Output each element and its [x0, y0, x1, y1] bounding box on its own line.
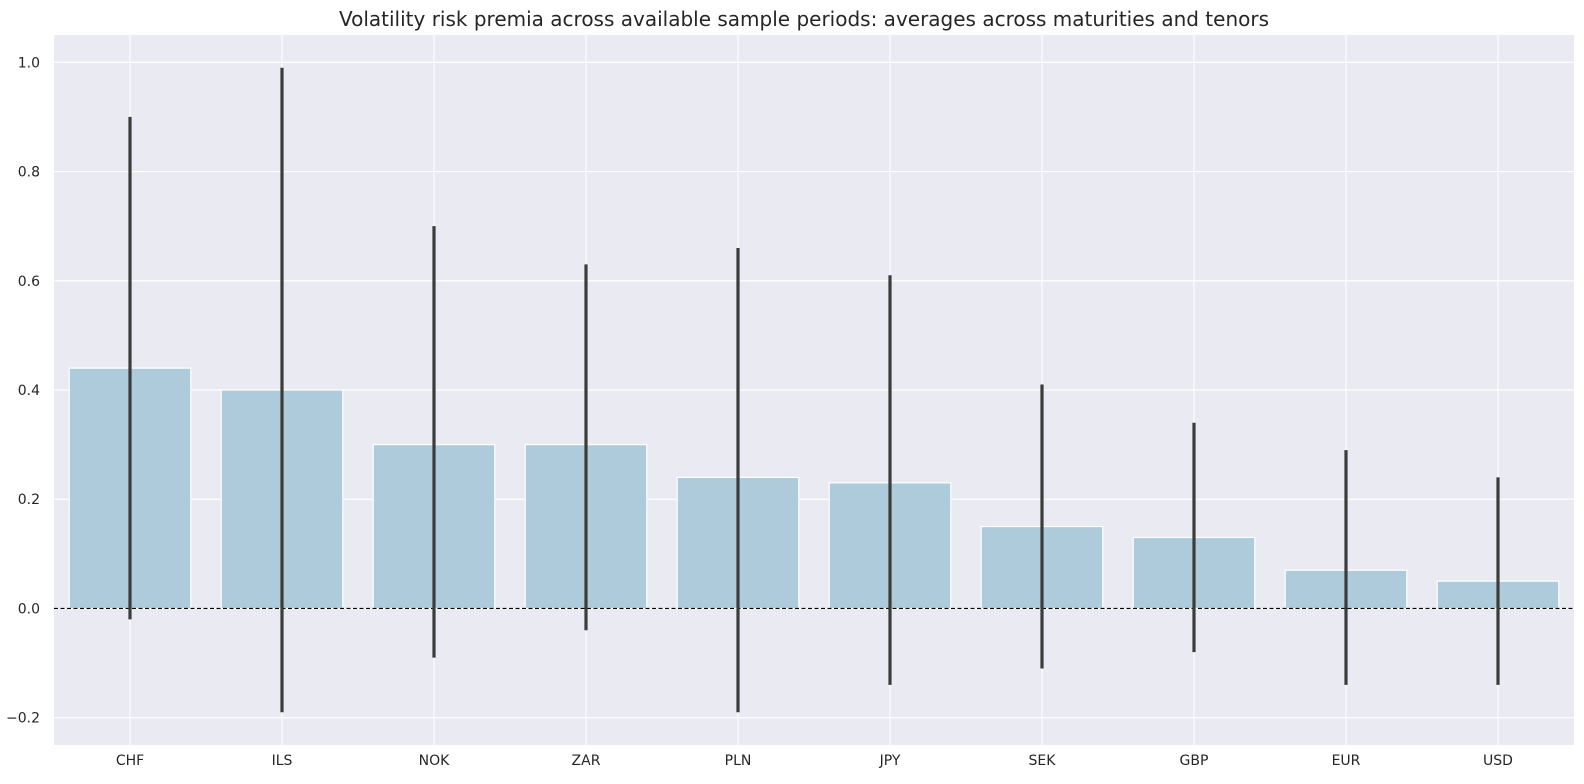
x-tick-label: GBP: [1180, 753, 1209, 769]
error-bars: [128, 67, 1500, 713]
x-tick-label: ZAR: [572, 753, 601, 769]
x-tick-label: ILS: [272, 753, 293, 769]
x-tick-label: EUR: [1332, 753, 1361, 769]
y-tick-label: −0.2: [6, 711, 40, 727]
y-tick-label: 0.0: [18, 601, 40, 617]
x-tick-label: PLN: [725, 753, 752, 769]
chart-title: Volatility risk premia across available …: [339, 7, 1269, 31]
x-tick-label: SEK: [1029, 753, 1057, 769]
x-axis-ticks: CHF ILS NOK ZAR PLN JPY SEK GBP EUR USD: [116, 753, 1513, 769]
y-tick-label: 0.6: [18, 274, 40, 290]
y-tick-label: 0.2: [18, 492, 40, 508]
x-tick-label: CHF: [116, 753, 144, 769]
y-tick-label: 1.0: [18, 55, 40, 71]
y-tick-label: 0.8: [18, 165, 40, 181]
x-tick-label: JPY: [879, 753, 901, 769]
y-axis-ticks: −0.2 0.0 0.2 0.4 0.6 0.8 1.0: [6, 55, 40, 726]
x-tick-label: USD: [1483, 753, 1513, 769]
y-tick-label: 0.4: [18, 383, 40, 399]
x-tick-label: NOK: [419, 753, 450, 769]
